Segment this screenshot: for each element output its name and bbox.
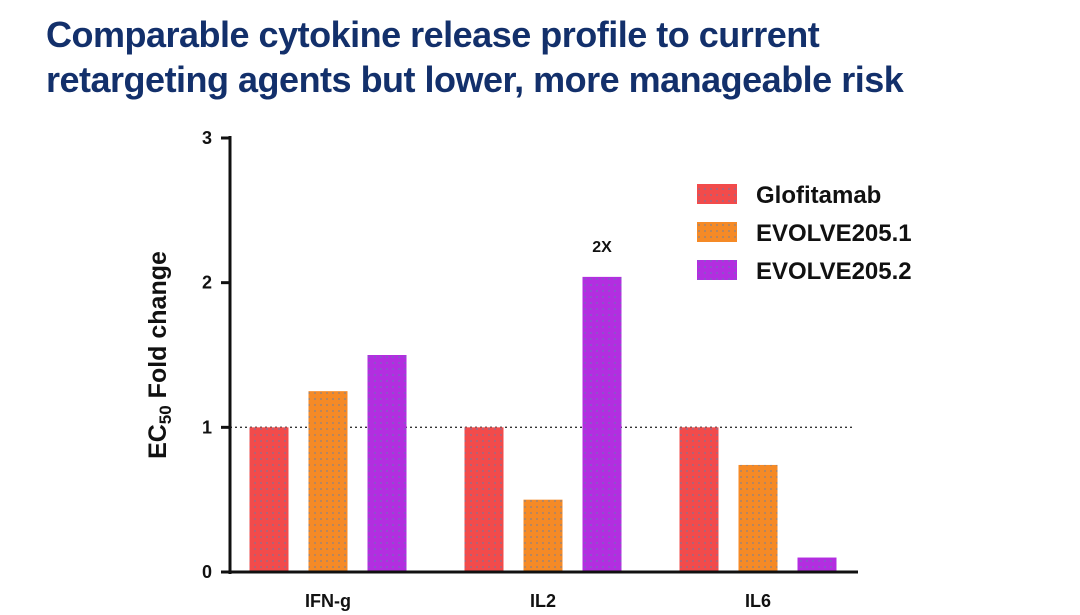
legend-label: Glofitamab: [756, 182, 881, 209]
slide-title: Comparable cytokine release profile to c…: [46, 12, 1066, 102]
bar-texture: [523, 499, 563, 572]
slide-title-line-1: Comparable cytokine release profile to c…: [46, 14, 820, 55]
y-tick-label: 2: [202, 273, 212, 293]
x-tick-label: IFN-g: [305, 591, 351, 611]
y-tick-label: 0: [202, 562, 212, 582]
bar-texture: [367, 355, 407, 572]
bar-texture: [738, 464, 778, 572]
legend-swatch-texture: [697, 184, 737, 204]
legend-swatch-texture: [697, 260, 737, 280]
annotation-label: 2X: [592, 239, 612, 256]
bar-texture: [249, 427, 289, 572]
bar-texture: [582, 276, 622, 572]
legend-label: EVOLVE205.2: [756, 258, 912, 285]
x-tick-label: IL6: [745, 591, 771, 611]
legend-label: EVOLVE205.1: [756, 220, 912, 247]
x-tick-label: IL2: [530, 591, 556, 611]
bar-texture: [308, 391, 348, 572]
bar-texture: [797, 557, 837, 572]
bar-texture: [464, 427, 504, 572]
slide-title-line-2: retargeting agents but lower, more manag…: [46, 59, 904, 100]
legend-swatch-texture: [697, 222, 737, 242]
bar-texture: [679, 427, 719, 572]
y-tick-label: 1: [202, 417, 212, 437]
y-tick-label: 3: [202, 128, 212, 148]
